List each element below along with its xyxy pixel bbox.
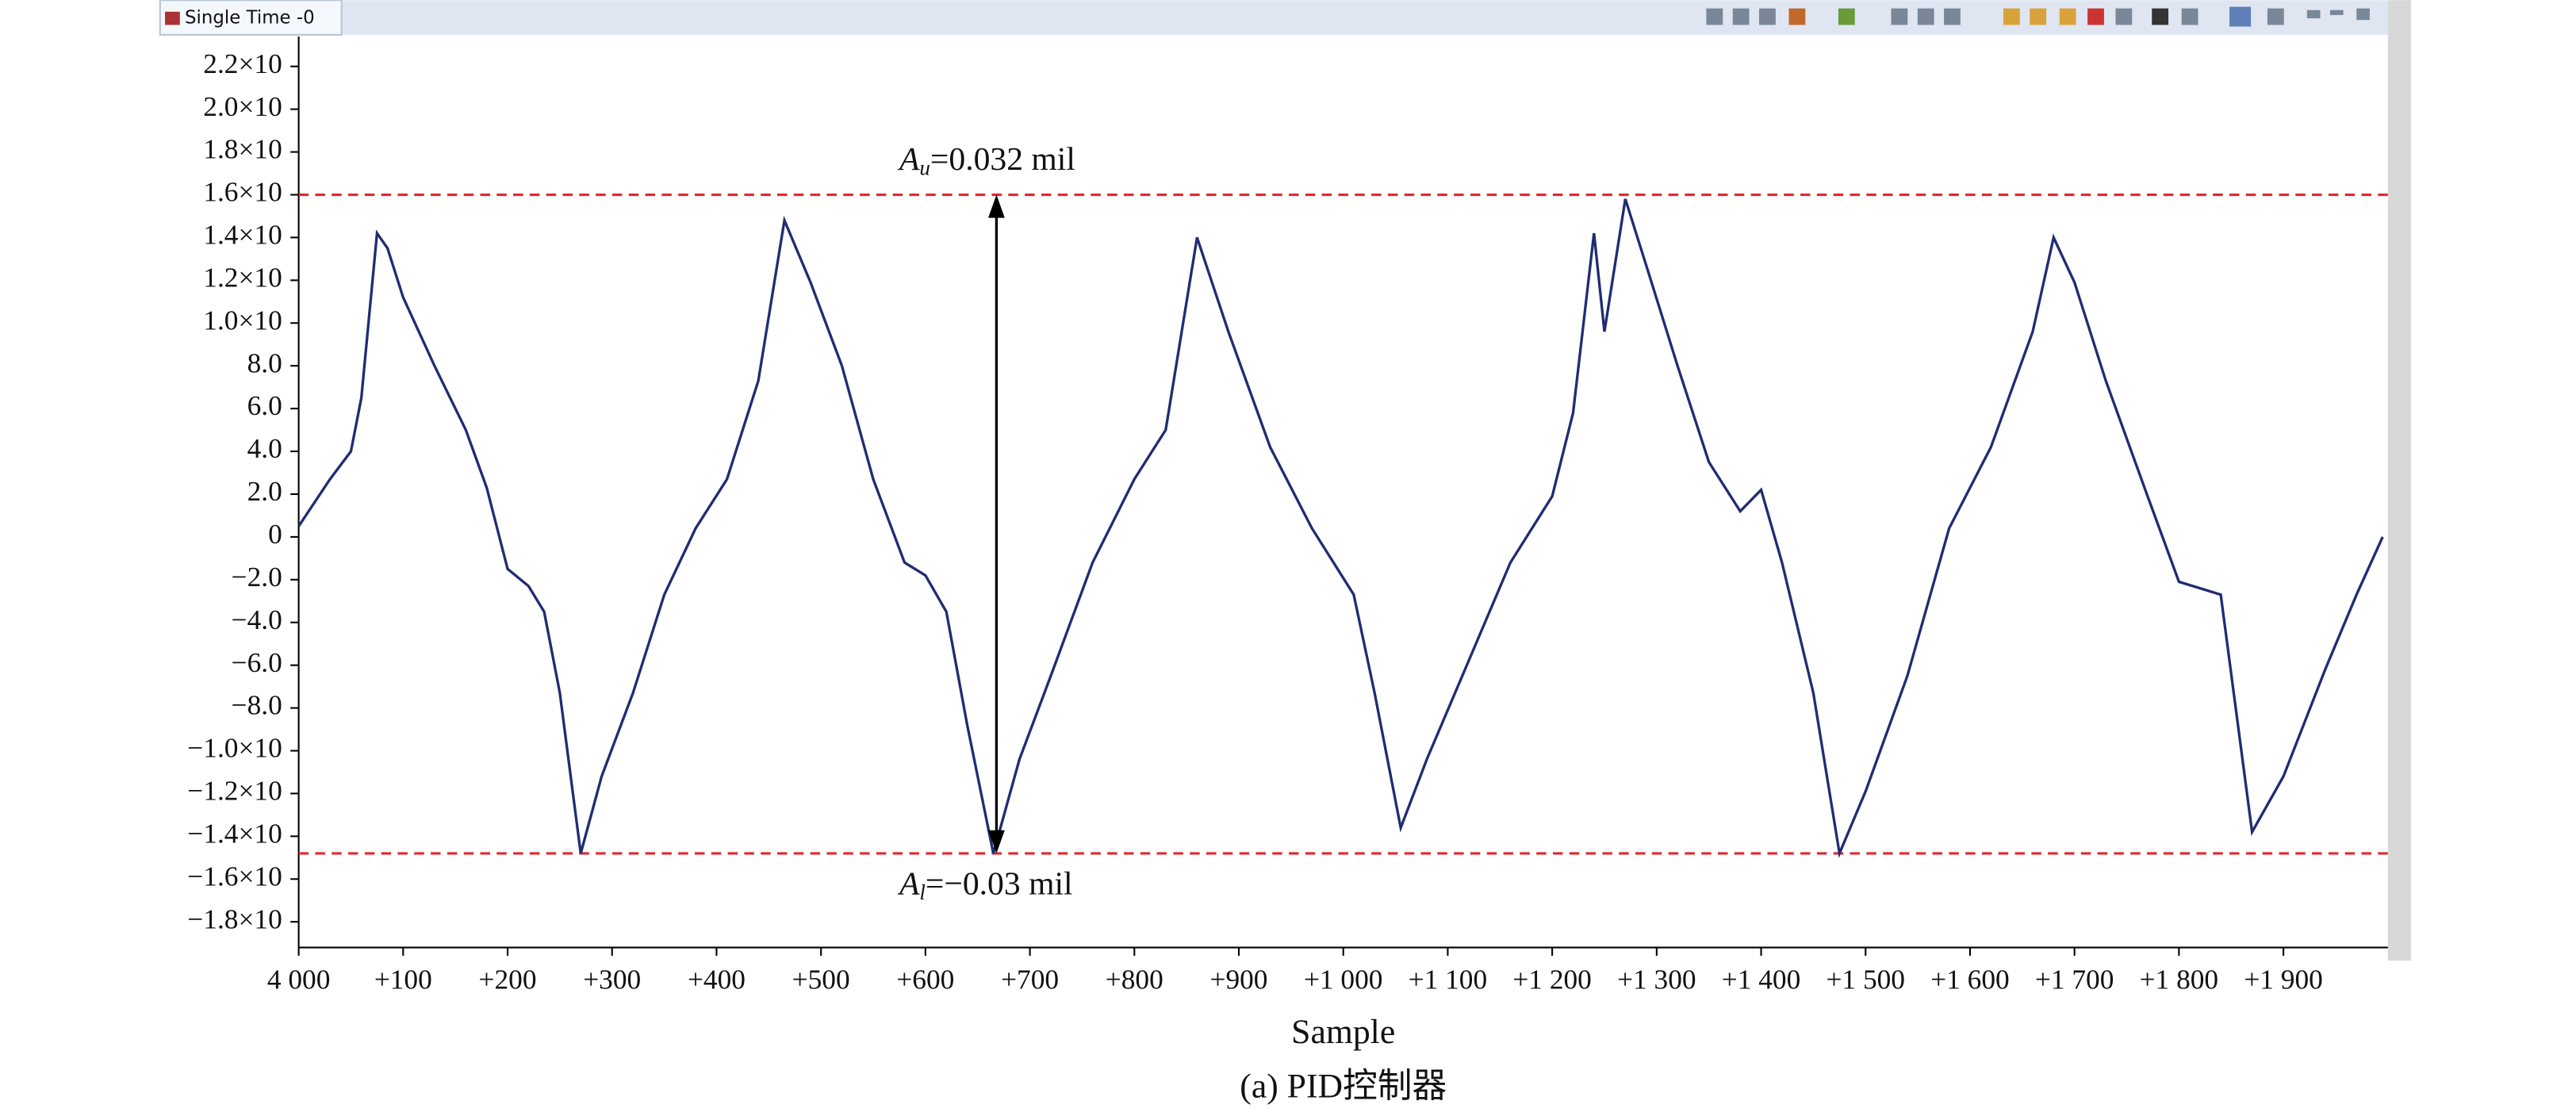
annotation-text: =−0.03 mil — [926, 865, 1073, 902]
tool-button[interactable] — [2267, 8, 2284, 25]
tool-button[interactable] — [2181, 8, 2198, 25]
y-tick-label: 2.0×10 — [203, 90, 282, 122]
tool-button[interactable] — [2229, 6, 2252, 27]
y-tick-label: 1.4×10 — [203, 219, 282, 251]
x-tick-label: +1 300 — [1617, 963, 1696, 995]
y-tick-label: 8.0 — [247, 347, 282, 378]
x-tick-label: +100 — [374, 963, 432, 995]
tool-button[interactable] — [2152, 8, 2169, 25]
data-line — [297, 198, 2384, 858]
tool-button[interactable] — [2003, 8, 2020, 25]
y-tick-label: −1.4×10 — [187, 817, 282, 849]
y-tick-label: 2.2×10 — [203, 48, 282, 79]
annotation: Au=0.032 mil — [897, 140, 1075, 179]
x-tick-label: +800 — [1106, 963, 1163, 995]
toolbar — [1706, 6, 2370, 27]
tool-button[interactable] — [1706, 8, 1723, 25]
y-tick-label: −1.8×10 — [187, 903, 282, 934]
y-tick-label: −8.0 — [232, 689, 282, 721]
annotation-subscript: l — [919, 880, 926, 904]
annotation-symbol: A — [897, 865, 920, 902]
y-tick-label: 1.8×10 — [203, 133, 282, 165]
tool-button[interactable] — [1891, 8, 1908, 25]
y-tick-label: 0 — [268, 518, 282, 550]
arrow-head — [988, 830, 1005, 853]
tool-button[interactable] — [1838, 8, 1855, 25]
x-tick-label: +700 — [1001, 963, 1059, 995]
y-tick-label: −1.6×10 — [187, 860, 282, 892]
x-tick-label: +600 — [896, 963, 954, 995]
tab-icon — [165, 11, 180, 25]
y-tick-label: 6.0 — [247, 389, 282, 421]
y-tick-label: 1.6×10 — [203, 176, 282, 208]
x-tick-label: +1 000 — [1304, 963, 1383, 995]
side-panel — [2387, 0, 2411, 961]
tool-button[interactable] — [2306, 10, 2321, 19]
y-tick-label: −1.2×10 — [187, 775, 282, 807]
y-tick-label: 1.2×10 — [203, 261, 282, 293]
tab[interactable] — [159, 0, 343, 36]
maximize-button[interactable] — [2356, 8, 2370, 21]
y-tick-label: −6.0 — [232, 646, 282, 678]
x-tick-label: 4 000 — [267, 963, 331, 995]
x-tick-label: +1 800 — [2140, 963, 2219, 995]
arrow-head — [988, 194, 1005, 218]
x-tick-label: +1 200 — [1512, 963, 1592, 995]
annotation-symbol: A — [897, 140, 920, 177]
x-tick-label: +1 900 — [2244, 963, 2323, 995]
x-tick-label: +1 400 — [1722, 963, 1801, 995]
x-tick-label: +1 700 — [2035, 963, 2114, 995]
y-tick-label: −1.0×10 — [187, 732, 282, 764]
x-tick-label: +1 500 — [1826, 963, 1905, 995]
tool-button[interactable] — [1759, 8, 1776, 25]
tab-bar — [159, 0, 2388, 35]
minimize-button[interactable] — [2329, 10, 2344, 15]
x-tick-label: +300 — [583, 963, 641, 995]
tool-button[interactable] — [2059, 8, 2076, 25]
x-tick-label: +1 600 — [1930, 963, 2010, 995]
y-tick-label: 2.0 — [247, 475, 282, 507]
x-tick-label: +200 — [479, 963, 537, 995]
tool-button[interactable] — [1944, 8, 1961, 25]
x-axis-label: Sample — [1291, 1013, 1395, 1051]
tool-button[interactable] — [1917, 8, 1934, 25]
x-tick-label: +500 — [792, 963, 850, 995]
annotation-subscript: u — [919, 156, 930, 180]
tool-button[interactable] — [2030, 8, 2047, 25]
tool-button[interactable] — [1732, 8, 1750, 25]
tool-button[interactable] — [1788, 8, 1806, 25]
tool-button[interactable] — [2087, 8, 2104, 25]
y-tick-label: 1.0×10 — [203, 304, 282, 336]
y-tick-label: −4.0 — [232, 604, 282, 635]
x-tick-label: +1 100 — [1409, 963, 1488, 995]
tool-button[interactable] — [2115, 8, 2133, 25]
x-tick-label: +400 — [688, 963, 746, 995]
x-tick-label: +900 — [1210, 963, 1268, 995]
y-tick-label: 4.0 — [247, 432, 282, 464]
caption: (a) PID控制器 — [1240, 1068, 1447, 1106]
y-tick-label: −2.0 — [232, 561, 282, 593]
tab-title: Single Time -0 — [185, 8, 315, 29]
annotation-text: =0.032 mil — [930, 140, 1075, 177]
annotation: Al=−0.03 mil — [897, 865, 1073, 904]
